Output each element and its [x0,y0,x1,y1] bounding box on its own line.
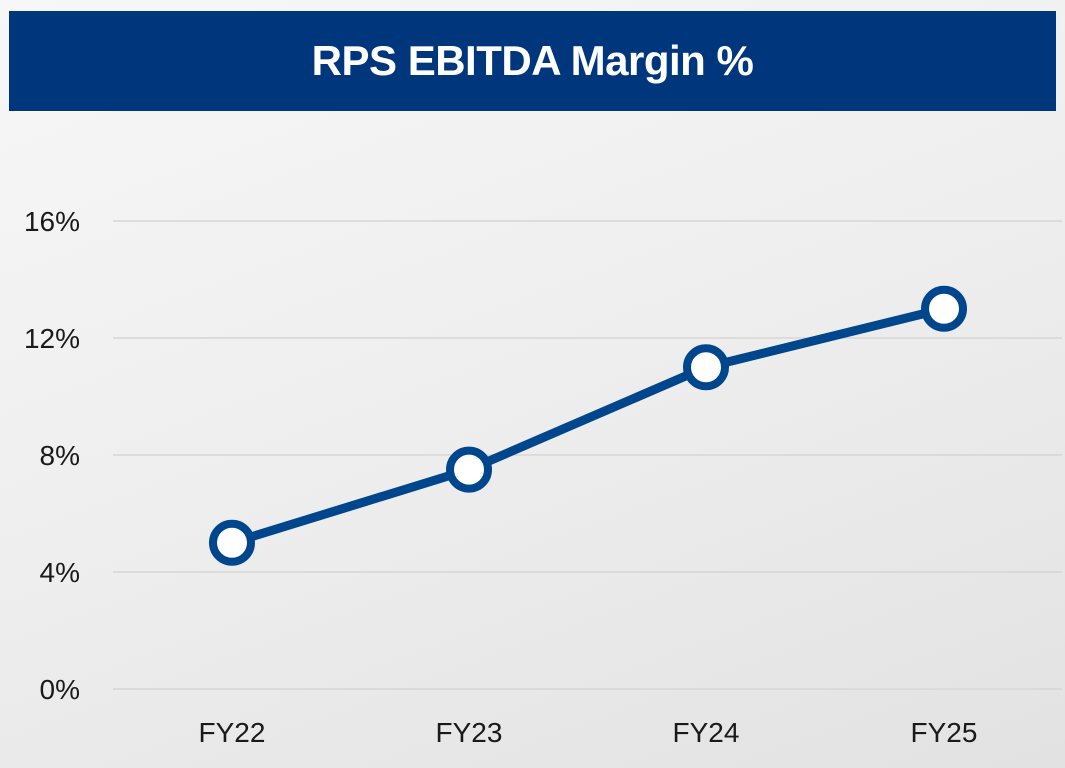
series-line-layer [227,304,949,548]
y-tick-label: 0% [40,674,80,705]
y-tick-label: 16% [24,206,80,237]
series-markers [209,285,967,566]
data-point-marker [209,519,255,566]
x-axis-ticks: FY22 FY23 FY24 FY25 [199,717,978,748]
y-tick-label: 8% [40,440,80,471]
data-point-marker [683,344,729,391]
series-line [227,304,949,548]
chart-title-bar: RPS EBITDA Margin % [9,11,1056,111]
x-tick-label: FY25 [911,717,978,748]
x-tick-label: FY23 [436,717,503,748]
y-tick-label: 4% [40,557,80,588]
x-tick-label: FY22 [199,717,266,748]
y-tick-label: 12% [24,323,80,354]
y-axis-ticks: 0% 4% 8% 12% 16% [24,206,80,705]
x-tick-label: FY24 [673,717,740,748]
data-point-marker [446,446,492,493]
chart-title: RPS EBITDA Margin % [311,37,754,84]
gridlines [113,220,1062,690]
data-point-marker [921,285,967,332]
